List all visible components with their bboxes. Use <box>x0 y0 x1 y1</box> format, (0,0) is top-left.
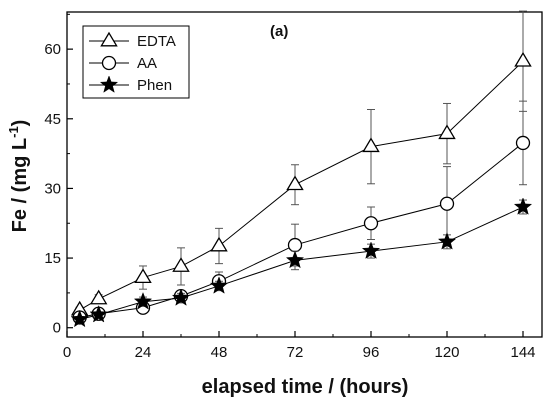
panel-label: (a) <box>270 23 288 40</box>
ticks-layer: 0 24 48 72 96 120 144 0 15 30 45 60 <box>44 13 536 361</box>
data-point <box>286 175 304 191</box>
y-axis-title-close: ) <box>9 120 31 127</box>
data-point <box>134 268 152 284</box>
legend-box <box>82 25 190 99</box>
x-tick-label: 144 <box>510 344 535 361</box>
y-axis-title-superscript: -1 <box>6 126 21 138</box>
x-tick-label: 48 <box>211 344 228 361</box>
y-tick-label: 15 <box>44 250 61 267</box>
data-point <box>287 237 303 253</box>
data-point <box>172 257 190 272</box>
data-point <box>70 309 89 328</box>
legend-marker <box>100 31 118 47</box>
legend-item-phen: Phen <box>89 75 172 94</box>
data-point <box>362 137 380 153</box>
legend-items: EDTA AA Phen <box>89 31 176 94</box>
data-point <box>285 250 305 269</box>
data-point <box>439 196 455 211</box>
series-aa <box>72 100 531 325</box>
data-point <box>437 232 457 250</box>
data-point <box>209 276 229 294</box>
y-tick-label: 30 <box>44 180 61 197</box>
y-axis-title: Fe / (mg L-1) <box>6 120 31 233</box>
x-tick-label: 0 <box>63 344 71 361</box>
series-line <box>79 142 524 318</box>
series-line <box>79 60 524 311</box>
x-tick-label: 120 <box>434 344 459 361</box>
x-axis-title: elapsed time / (hours) <box>202 376 409 398</box>
y-axis-title-main: Fe / (mg L <box>9 138 31 232</box>
y-tick-label: 0 <box>53 320 61 337</box>
data-point <box>89 289 108 305</box>
data-point <box>363 216 379 231</box>
data-point <box>438 124 456 140</box>
legend-marker <box>101 55 117 71</box>
data-point <box>513 197 533 215</box>
legend-label: EDTA <box>137 33 176 50</box>
legend-label: Phen <box>137 77 172 94</box>
series-layer <box>70 10 533 328</box>
legend-label: AA <box>137 55 157 72</box>
series-phen <box>70 197 533 328</box>
data-point <box>210 236 228 252</box>
data-point <box>514 51 532 67</box>
x-tick-label: 24 <box>135 344 152 361</box>
legend-item-aa: AA <box>89 55 157 72</box>
data-point <box>171 288 191 306</box>
data-point <box>361 241 381 259</box>
legend: EDTA AA Phen <box>82 25 190 99</box>
data-point <box>133 291 153 310</box>
y-tick-label: 60 <box>44 41 61 58</box>
x-tick-label: 96 <box>363 344 380 361</box>
y-tick-label: 45 <box>44 111 61 128</box>
legend-marker <box>99 75 119 93</box>
x-tick-label: 72 <box>287 344 304 361</box>
data-point <box>515 135 531 151</box>
data-point <box>89 305 108 323</box>
legend-item-edta: EDTA <box>89 31 176 50</box>
plot-frame <box>66 11 543 338</box>
